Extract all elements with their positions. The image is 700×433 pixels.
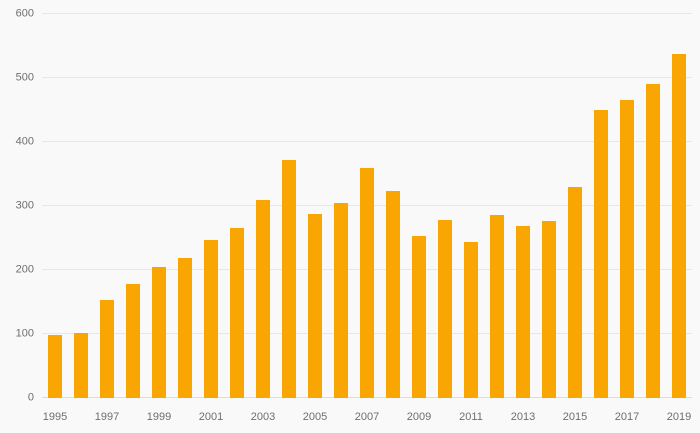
gridline-500 <box>42 77 692 78</box>
bar-slot-2009 <box>406 14 432 398</box>
x-tick-empty-2010 <box>432 409 458 425</box>
x-tick-label-2001: 2001 <box>198 411 224 423</box>
x-tick-label-2011: 2011 <box>459 411 483 423</box>
bar-1996[interactable] <box>74 332 88 398</box>
bar-2014[interactable] <box>542 221 556 398</box>
x-tick-empty-2008 <box>380 409 406 425</box>
x-tick-label-2013: 2013 <box>510 411 536 423</box>
bar-2007[interactable] <box>360 167 374 398</box>
gridline-400 <box>42 141 692 142</box>
bar-slot-2005 <box>302 14 328 398</box>
x-tick-label-1995: 1995 <box>42 411 68 423</box>
gridline-600 <box>42 13 692 14</box>
bar-2005[interactable] <box>308 214 322 398</box>
bar-1999[interactable] <box>152 266 166 398</box>
y-axis: 0 100 200 300 400 500 600 <box>0 8 36 403</box>
bar-slot-1999 <box>146 14 172 398</box>
bar-2018[interactable] <box>646 84 660 398</box>
x-tick-label-1999: 1999 <box>146 411 172 423</box>
y-tick-label-100: 100 <box>15 327 34 340</box>
plot-area <box>42 13 692 398</box>
bar-2017[interactable] <box>620 100 634 398</box>
bar-slot-2011 <box>458 14 484 398</box>
bar-slot-2017 <box>614 14 640 398</box>
x-tick-empty-2012 <box>484 409 510 425</box>
x-tick-label-2015: 2015 <box>562 411 588 423</box>
y-tick-label-300: 300 <box>15 199 34 212</box>
bar-2010[interactable] <box>438 220 452 398</box>
bar-2013[interactable] <box>516 226 530 398</box>
y-tick-label-400: 400 <box>15 135 34 148</box>
x-tick-label-2017: 2017 <box>614 411 640 423</box>
bar-slot-2014 <box>536 14 562 398</box>
x-tick-empty-2002 <box>224 409 250 425</box>
bar-2000[interactable] <box>178 258 192 398</box>
x-tick-empty-1998 <box>120 409 146 425</box>
bar-1998[interactable] <box>126 284 140 398</box>
bar-slot-2003 <box>250 14 276 398</box>
bar-slot-2007 <box>354 14 380 398</box>
x-tick-label-2009: 2009 <box>406 411 432 423</box>
bar-2008[interactable] <box>386 190 400 398</box>
bar-1995[interactable] <box>48 335 62 398</box>
bar-slot-2004 <box>276 14 302 398</box>
bar-slot-1996 <box>68 14 94 398</box>
bar-2019[interactable] <box>672 54 686 398</box>
bar-2006[interactable] <box>334 202 348 398</box>
bar-slot-2006 <box>328 14 354 398</box>
bar-2011[interactable] <box>464 242 478 398</box>
y-tick-label-600: 600 <box>15 7 34 20</box>
y-tick-label-500: 500 <box>15 71 34 84</box>
x-tick-label-2007: 2007 <box>354 411 380 423</box>
bar-slot-2010 <box>432 14 458 398</box>
bar-1997[interactable] <box>100 300 114 398</box>
bar-2015[interactable] <box>568 186 582 398</box>
bar-slot-2018 <box>640 14 666 398</box>
bar-2002[interactable] <box>230 228 244 398</box>
bar-slot-1998 <box>120 14 146 398</box>
x-tick-empty-2016 <box>588 409 614 425</box>
x-tick-empty-1996 <box>68 409 94 425</box>
x-tick-label-1997: 1997 <box>94 411 120 423</box>
bar-slot-2000 <box>172 14 198 398</box>
bar-2003[interactable] <box>256 199 270 398</box>
bar-2012[interactable] <box>490 214 504 398</box>
x-tick-empty-2018 <box>640 409 666 425</box>
x-axis: 1995 1997 1999 2001 2003 2005 2007 2009 2011 2013… <box>42 409 692 425</box>
bar-2016[interactable] <box>594 110 608 398</box>
x-tick-label-2003: 2003 <box>250 411 276 423</box>
y-tick-label-0: 0 <box>27 391 34 404</box>
bar-slot-2015 <box>562 14 588 398</box>
x-tick-label-2019: 2019 <box>666 411 692 423</box>
x-tick-empty-2014 <box>536 409 562 425</box>
x-tick-label-2005: 2005 <box>302 411 328 423</box>
y-tick-label-200: 200 <box>15 263 34 276</box>
bars-row <box>42 14 692 398</box>
bar-slot-2001 <box>198 14 224 398</box>
bar-2001[interactable] <box>204 239 218 398</box>
x-tick-empty-2000 <box>172 409 198 425</box>
bar-slot-1995 <box>42 14 68 398</box>
bar-slot-2012 <box>484 14 510 398</box>
bar-slot-2008 <box>380 14 406 398</box>
x-tick-empty-2006 <box>328 409 354 425</box>
x-tick-empty-2004 <box>276 409 302 425</box>
bar-slot-2016 <box>588 14 614 398</box>
bar-2004[interactable] <box>282 159 296 398</box>
bar-2009[interactable] <box>412 236 426 398</box>
bar-slot-2002 <box>224 14 250 398</box>
bar-slot-2019 <box>666 14 692 398</box>
bar-slot-1997 <box>94 14 120 398</box>
bar-slot-2013 <box>510 14 536 398</box>
